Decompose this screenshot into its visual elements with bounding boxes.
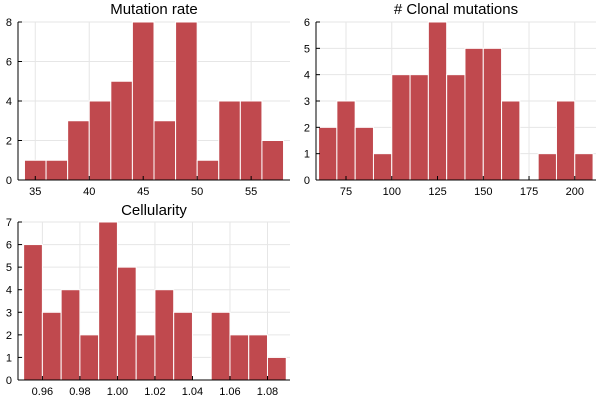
y-tick-label: 5 xyxy=(304,43,310,55)
x-tick-label: 1.04 xyxy=(182,386,203,398)
histogram-bar xyxy=(41,311,62,381)
histogram-bar xyxy=(210,311,231,381)
x-tick-label: 55 xyxy=(245,186,257,198)
histogram-bar xyxy=(88,100,112,181)
y-tick-label: 1 xyxy=(304,149,310,161)
histogram-bar xyxy=(131,21,155,181)
histogram-bar xyxy=(45,159,69,181)
x-tick-label: 200 xyxy=(566,186,584,198)
histogram-bar xyxy=(79,334,100,381)
x-tick-label: 1.06 xyxy=(219,386,240,398)
histogram-bar xyxy=(229,334,250,381)
y-tick-label: 2 xyxy=(304,122,310,134)
histogram-bar xyxy=(555,100,576,181)
y-tick-label: 8 xyxy=(6,17,12,29)
y-tick-label: 3 xyxy=(6,307,12,319)
x-tick-label: 40 xyxy=(83,186,95,198)
x-tick-label: 0.98 xyxy=(69,386,90,398)
histogram-bar xyxy=(354,126,374,181)
histogram-bar xyxy=(501,100,521,181)
histogram-bar xyxy=(482,47,503,181)
y-tick-label: 1 xyxy=(6,352,12,364)
histogram-bar xyxy=(372,153,393,181)
x-tick-label: 50 xyxy=(191,186,203,198)
y-tick-label: 3 xyxy=(304,96,310,108)
y-tick-label: 7 xyxy=(6,217,12,229)
histogram-bar xyxy=(266,356,287,381)
histogram-bar xyxy=(537,153,557,181)
y-tick-label: 6 xyxy=(304,17,310,29)
y-tick-label: 4 xyxy=(6,285,12,297)
x-tick-label: 1.02 xyxy=(144,386,165,398)
histogram-bar xyxy=(154,289,175,381)
bars xyxy=(23,21,285,181)
x-tick-label: 100 xyxy=(383,186,401,198)
histogram-bar xyxy=(446,74,466,181)
y-tick-label: 6 xyxy=(6,240,12,252)
histogram-bar xyxy=(98,221,118,381)
histogram-bar xyxy=(153,120,177,181)
histogram-bar xyxy=(464,47,484,181)
histogram-bar xyxy=(409,74,429,181)
histogram-bar xyxy=(110,80,133,181)
y-tick-label: 4 xyxy=(304,70,310,82)
histogram-bar xyxy=(135,334,156,381)
histogram-bar xyxy=(391,74,411,181)
panel-mutation-rate: Mutation rate 0 2 4 6 8 35 40 45 50 55 xyxy=(6,1,290,198)
y-tick-label: 0 xyxy=(304,175,310,187)
histogram-bar xyxy=(261,140,285,181)
y-tick-label: 2 xyxy=(6,136,12,148)
panel-clonal-mutations: # Clonal mutations 0 1 2 3 4 5 6 75 100 125 150 175… xyxy=(304,1,596,198)
y-tick-label: 0 xyxy=(6,375,12,387)
panel-title: Mutation rate xyxy=(110,1,198,18)
x-tick-label: 35 xyxy=(29,186,41,198)
y-tick-label: 0 xyxy=(6,175,12,187)
panel-cellularity: Cellularity 0 1 2 3 4 5 6 7 0.96 0.98 1.00 1.02 1.04… xyxy=(6,202,290,398)
x-tick-label: 1.08 xyxy=(257,386,278,398)
histogram-bar xyxy=(318,126,338,181)
x-tick-label: 75 xyxy=(340,186,352,198)
panel-title: Cellularity xyxy=(121,202,187,219)
axes: 0 2 4 6 8 35 40 45 50 55 xyxy=(6,17,290,198)
axes: 0 1 2 3 4 5 6 75 100 125 150 175 200 xyxy=(304,17,596,198)
panel-title: # Clonal mutations xyxy=(394,1,518,18)
axes: 0 1 2 3 4 5 6 7 0.96 0.98 1.00 1.02 1.04 1.06 1.08 xyxy=(6,217,290,398)
histogram-bar xyxy=(23,244,43,381)
y-tick-label: 5 xyxy=(6,262,12,274)
histogram-bar xyxy=(248,334,268,381)
x-tick-label: 125 xyxy=(428,186,446,198)
x-tick-label: 1.00 xyxy=(107,386,128,398)
y-tick-label: 2 xyxy=(6,330,12,342)
x-tick-label: 150 xyxy=(474,186,492,198)
y-tick-label: 4 xyxy=(6,96,12,108)
histogram-bar xyxy=(60,289,81,381)
histogram-bar xyxy=(336,100,356,181)
y-tick-label: 6 xyxy=(6,57,12,69)
x-tick-label: 175 xyxy=(520,186,538,198)
histogram-bar xyxy=(67,120,90,181)
histogram-bar xyxy=(173,311,193,381)
histogram-bar xyxy=(175,21,198,181)
x-tick-label: 45 xyxy=(137,186,149,198)
bars xyxy=(23,221,287,381)
histogram-bar xyxy=(427,21,448,181)
histogram-bar xyxy=(218,100,241,181)
bars xyxy=(318,21,594,181)
histogram-bar xyxy=(196,159,220,181)
histogram-bar xyxy=(239,100,263,181)
x-tick-label: 0.96 xyxy=(32,386,53,398)
histogram-bar xyxy=(574,153,594,181)
histogram-bar xyxy=(116,266,137,381)
